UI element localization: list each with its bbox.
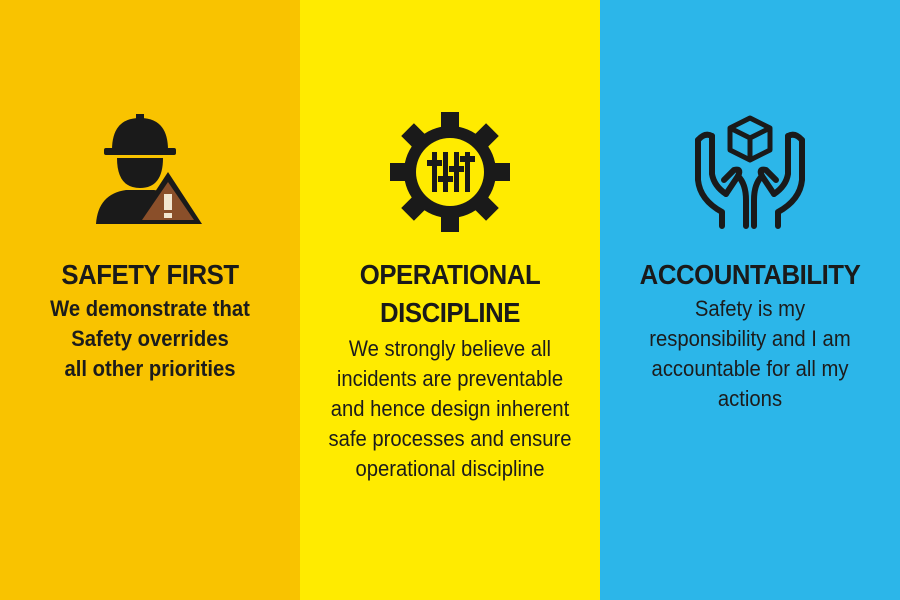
desc-line: actions <box>717 386 783 411</box>
desc-line: incidents are preventable <box>336 366 564 391</box>
title-line: DISCIPLINE <box>380 297 520 328</box>
panel-title: ACCOUNTABILITY <box>612 258 888 292</box>
desc-line: all other priorities <box>64 356 236 381</box>
panel-title: SAFETY FIRST <box>12 258 288 292</box>
desc-line: We strongly believe all <box>348 336 552 361</box>
title-line: OPERATIONAL <box>359 259 541 290</box>
panel-description: We strongly believe all incidents are pr… <box>312 334 588 484</box>
desc-line: We demonstrate that <box>50 296 250 321</box>
desc-line: and hence design inherent <box>330 396 570 421</box>
worker-with-warning-icon <box>90 110 210 230</box>
desc-line: Safety is my <box>694 296 806 321</box>
title-line: ACCOUNTABILITY <box>639 259 861 290</box>
desc-line: responsibility and I am <box>649 326 851 351</box>
hands-holding-cube-icon <box>690 110 810 230</box>
panel-safety-first: SAFETY FIRST We demonstrate that Safety … <box>0 0 300 600</box>
desc-line: operational discipline <box>355 456 545 481</box>
desc-line: Safety overrides <box>71 326 229 351</box>
panel-description: We demonstrate that Safety overrides all… <box>12 294 288 384</box>
panel-accountability: ACCOUNTABILITY Safety is my responsibili… <box>600 0 900 600</box>
panel-operational-discipline: OPERATIONAL DISCIPLINE We strongly belie… <box>300 0 600 600</box>
title-line: SAFETY FIRST <box>61 259 239 290</box>
desc-line: safe processes and ensure <box>328 426 572 451</box>
desc-line: accountable for all my <box>651 356 849 381</box>
panel-title: OPERATIONAL DISCIPLINE <box>312 258 588 330</box>
gear-with-sliders-icon <box>388 110 512 234</box>
panel-description: Safety is my responsibility and I am acc… <box>612 294 888 414</box>
